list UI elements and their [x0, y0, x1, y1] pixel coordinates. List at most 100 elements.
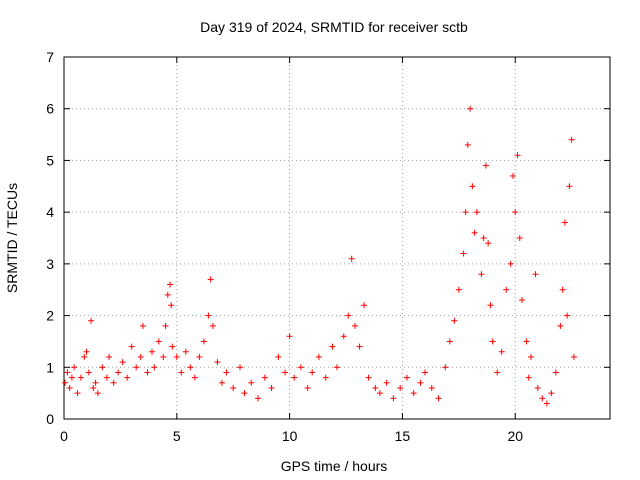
data-point [309, 369, 316, 376]
data-point [315, 353, 322, 360]
data-point [68, 374, 75, 381]
data-point [261, 374, 268, 381]
data-point [275, 353, 282, 360]
data-point [286, 333, 293, 340]
data-point [552, 369, 559, 376]
x-tick-label: 0 [60, 428, 68, 444]
data-point [103, 374, 110, 381]
data-point [534, 384, 541, 391]
y-tick-label: 0 [46, 411, 54, 427]
x-tick-label: 20 [507, 428, 523, 444]
data-point [200, 338, 207, 345]
data-point [329, 343, 336, 350]
data-point [94, 390, 101, 397]
data-point [151, 364, 158, 371]
data-point [543, 400, 550, 407]
data-point [297, 364, 304, 371]
data-point [255, 395, 262, 402]
data-point [528, 353, 535, 360]
data-point [169, 343, 176, 350]
y-tick-label: 5 [46, 152, 54, 168]
y-axis-label: SRMTID / TECUs [4, 183, 20, 293]
data-point [356, 343, 363, 350]
data-point [478, 271, 485, 278]
data-point [561, 219, 568, 226]
data-point [494, 369, 501, 376]
data-point [282, 369, 289, 376]
data-point [223, 369, 230, 376]
data-point [62, 379, 69, 386]
grid [64, 57, 610, 419]
data-point [557, 322, 564, 329]
y-tick-label: 4 [46, 204, 54, 220]
data-point [525, 374, 532, 381]
data-point [291, 374, 298, 381]
data-point [417, 379, 424, 386]
data-point [178, 369, 185, 376]
data-point [74, 390, 81, 397]
data-point [487, 302, 494, 309]
data-point [421, 369, 428, 376]
data-point [334, 364, 340, 371]
data-point [345, 312, 352, 319]
data-point [503, 286, 510, 293]
data-point [485, 240, 492, 247]
data-point [106, 353, 113, 360]
data-point [471, 229, 478, 236]
data-point [361, 302, 368, 309]
data-point [523, 338, 530, 345]
data-point [160, 353, 167, 360]
data-point [71, 364, 78, 371]
data-point [81, 353, 88, 360]
data-point [532, 271, 539, 278]
data-point [403, 374, 410, 381]
data-point [498, 348, 505, 355]
data-point [340, 333, 347, 340]
data-point [570, 353, 577, 360]
scatter-points [62, 105, 577, 407]
data-point [92, 379, 99, 386]
data-point [209, 322, 216, 329]
data-point [115, 369, 122, 376]
data-point [133, 364, 140, 371]
data-point [348, 255, 355, 262]
data-point [182, 348, 189, 355]
data-point [66, 384, 73, 391]
data-point [124, 374, 131, 381]
x-tick-label: 15 [395, 428, 411, 444]
data-point [507, 260, 514, 267]
data-point [428, 384, 435, 391]
data-point [322, 374, 329, 381]
data-point [268, 384, 275, 391]
data-point [352, 322, 359, 329]
data-point [137, 353, 144, 360]
data-point [469, 183, 476, 190]
data-point [214, 359, 221, 366]
data-point [110, 379, 117, 386]
data-point [205, 312, 212, 319]
data-point [548, 390, 555, 397]
data-point [539, 395, 546, 402]
data-point [164, 291, 171, 298]
x-axis-label: GPS time / hours [281, 458, 388, 474]
y-tick-label: 1 [46, 359, 54, 375]
data-point [162, 322, 169, 329]
data-point [88, 317, 95, 324]
data-point [410, 390, 417, 397]
data-point [168, 302, 175, 309]
data-point [383, 379, 390, 386]
data-point [148, 348, 155, 355]
data-point [241, 390, 248, 397]
data-point [564, 312, 571, 319]
data-point [451, 317, 458, 324]
data-point [139, 322, 146, 329]
data-point [207, 276, 214, 283]
data-point [455, 286, 462, 293]
axis-ticks: 0 5 10 15 20 0 1 2 3 4 5 6 7 [46, 49, 610, 444]
data-point [187, 364, 194, 371]
data-point [480, 235, 487, 241]
data-point [516, 235, 523, 241]
data-point [489, 338, 496, 345]
chart-title: Day 319 of 2024, SRMTID for receiver sct… [200, 19, 468, 35]
